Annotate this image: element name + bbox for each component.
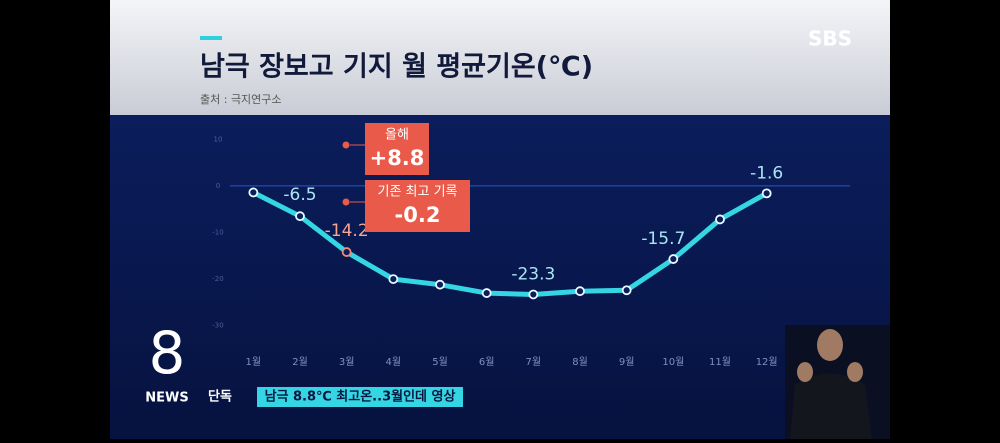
point (575, 286, 585, 297)
point (481, 288, 492, 298)
point (668, 254, 679, 264)
chart-title: 남극 장보고 기지 월 평균기온(℃) (200, 52, 593, 83)
line (252, 190, 768, 297)
sign-interpreter (785, 325, 890, 439)
x-tick-label: 6월 (479, 356, 495, 368)
point (715, 214, 725, 225)
data-label: -23.3 (511, 264, 555, 284)
point (388, 274, 399, 284)
data-label: -1.6 (750, 163, 783, 183)
header-band (110, 0, 890, 115)
ticker-box (257, 387, 463, 407)
callout-dot (342, 198, 350, 206)
point (528, 289, 539, 300)
x-tick-label: 11월 (709, 356, 731, 368)
callout-label: 올해 (385, 128, 409, 143)
program-sub: NEWS (145, 391, 188, 406)
callout-box (365, 180, 470, 232)
point (295, 211, 305, 222)
chart-area (110, 115, 890, 439)
plot: 10 0 -10 -20 -30 1월 2월 3월 4월 5월 6월 7월 8월 9월 10월 11월 12월 -… (212, 123, 850, 368)
callout-label: 기존 최고 기록 (377, 185, 457, 200)
data-label: -14.2 (325, 221, 369, 241)
x-tick-label: 8월 (572, 356, 588, 368)
y-tick-label: 10 (214, 135, 223, 143)
y-tick-label: -30 (212, 322, 223, 330)
x-tick-label: 10월 (662, 356, 684, 368)
y-tick-label: 0 (216, 182, 220, 190)
point (435, 279, 445, 290)
point (621, 285, 632, 296)
x-tick-label: 9월 (619, 356, 635, 368)
x-tick-label: 1월 (246, 356, 262, 368)
callout-value: +8.8 (370, 146, 425, 170)
point (248, 187, 259, 198)
callout-box (365, 123, 429, 175)
y-tick-label: -10 (212, 229, 223, 237)
source: 출처 : 극지연구소 (200, 93, 282, 106)
data-label: -6.5 (283, 185, 316, 205)
data-label: -15.7 (641, 229, 685, 249)
x-tick-label: 5월 (432, 356, 448, 368)
title-accent (200, 36, 222, 40)
ticker: 남극 8.8℃ 최고온..3월인데 영상 (265, 389, 456, 405)
x-tick-label: 7월 (526, 356, 542, 368)
x-tick-label: 4월 (386, 356, 402, 368)
x-tick-label: 2월 (292, 356, 308, 368)
callout-dot (342, 141, 350, 149)
channel-logo: SBS (808, 27, 852, 51)
x-tick-label: 3월 (339, 356, 355, 368)
callout-value: -0.2 (395, 203, 441, 227)
y-tick-label: -20 (212, 275, 223, 283)
tag: 단독 (208, 389, 232, 405)
x-tick-label: 12월 (756, 356, 778, 368)
program-logo: 8 (149, 319, 186, 387)
point (761, 188, 772, 199)
point (341, 247, 352, 257)
